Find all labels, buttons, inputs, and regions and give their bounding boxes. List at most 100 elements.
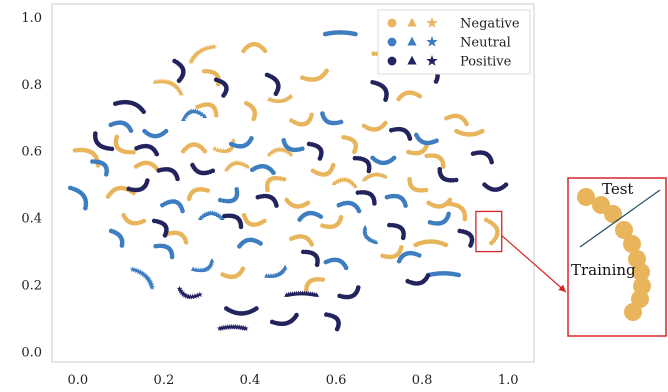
data-point [180,291,187,297]
data-point [489,159,494,165]
cluster-negative [113,134,136,155]
cluster-positive [388,126,413,141]
data-point [453,177,459,183]
cluster-negative [264,175,287,193]
inset-points [577,188,651,321]
cluster-neutral [67,185,89,211]
cluster-positive [352,155,372,174]
data-point [179,289,185,296]
data-point [403,203,408,208]
cluster-negative [300,68,329,82]
data-point [142,272,148,279]
cluster-positive [126,178,150,193]
data-point [352,149,357,155]
y-tick-label: 0.4 [21,212,42,227]
data-point [356,208,362,214]
data-point [200,213,205,219]
cluster-negative [341,134,359,155]
cluster-negative [72,147,101,168]
data-point [196,291,203,298]
data-point [464,121,469,127]
x-tick-label: 0.2 [154,373,175,388]
legend-marker-negative-circle [387,18,397,28]
data-point [222,324,229,330]
data-point [205,188,210,193]
cluster-neutral [129,266,156,290]
data-point [144,274,151,281]
data-point [443,242,449,248]
data-point [331,180,337,186]
data-point [366,168,372,174]
data-point [128,128,134,133]
data-point [219,215,225,220]
data-point [352,183,358,188]
cluster-positive [156,166,180,182]
cluster-neutral [190,258,215,273]
data-point [425,273,431,278]
cluster-neutral [297,210,324,222]
data-point [262,48,268,54]
data-point [215,147,221,152]
cluster-positive [92,131,115,152]
data-point [287,151,294,158]
cluster-negative [413,239,449,248]
x-tick-label: 0.4 [240,373,261,388]
cluster-positive [306,141,324,161]
data-point [109,146,115,152]
data-point [148,280,154,287]
y-tick-label: 0.0 [21,345,42,360]
legend-marker-positive-star [426,55,438,66]
data-point [197,48,204,54]
cluster-neutral [142,128,169,139]
data-point [146,277,153,284]
data-point [145,178,150,183]
data-point [407,136,413,141]
data-point [320,277,326,282]
split-line [579,189,661,248]
cluster-positive [216,323,249,332]
data-point [131,266,138,273]
data-point [137,269,144,275]
cluster-negative [284,197,311,209]
data-point [314,292,320,297]
data-point [353,31,358,37]
cluster-negative [361,171,388,182]
cluster-negative [121,212,147,226]
x-axis-ticks: 0.0 0.2 0.4 0.6 0.8 1.0 [67,373,518,388]
cluster-neutral [160,199,185,214]
cluster-negative [133,160,160,172]
cluster-neutral [108,120,134,133]
data-point [371,51,376,56]
data-point [417,93,423,99]
data-point [317,156,323,161]
cluster-negative [445,201,468,222]
data-point [305,200,311,206]
cluster-positive [470,150,494,165]
cluster-positive [255,193,279,208]
cluster-positive [300,249,320,267]
legend-marker-negative-triangle [407,17,417,27]
data-point [283,148,290,155]
cluster-negative [444,113,469,127]
data-point [271,170,276,176]
cluster-negative [424,153,446,169]
data-point [187,293,194,300]
y-tick-label: 0.8 [21,78,42,93]
data-point [503,182,509,187]
data-point [209,258,215,263]
data-point [197,110,203,115]
cluster-negative [186,187,210,202]
data-point [213,112,219,118]
zoom-inset: Test Training [567,177,667,337]
data-point [300,146,305,152]
data-point [143,273,150,280]
cluster-negative [152,78,184,96]
cluster-positive [405,273,431,286]
cluster-negative [331,176,358,188]
y-tick-label: 1.0 [21,11,42,26]
inset-point [623,235,641,253]
data-point [221,93,226,98]
cluster-neutral [217,187,240,204]
cluster-positive [213,77,229,98]
